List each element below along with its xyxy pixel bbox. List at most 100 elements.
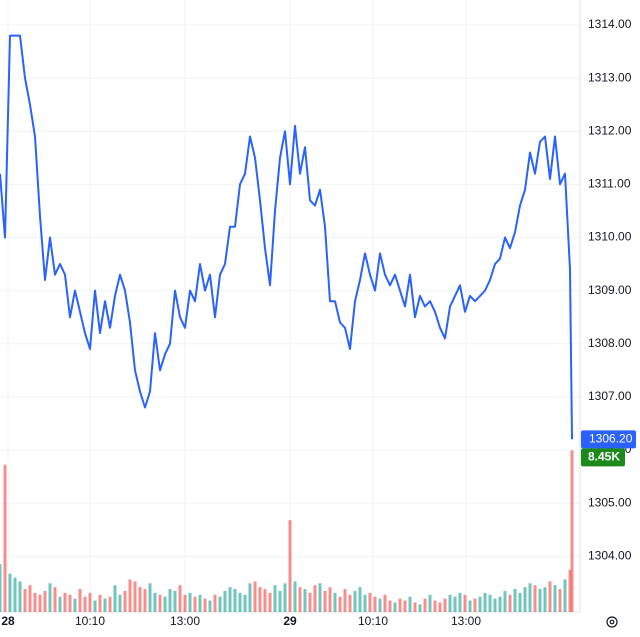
volume-bar	[398, 598, 402, 612]
volume-bar	[58, 596, 62, 612]
volume-bar	[570, 450, 574, 612]
volume-bar	[13, 577, 17, 612]
volume-bar	[128, 579, 132, 612]
volume-bar	[418, 604, 422, 612]
price-line	[0, 34, 573, 440]
y-tick-label: 1312.00	[588, 123, 632, 137]
last-volume-badge	[581, 448, 625, 467]
last-volume-label: 8.45K	[588, 450, 620, 464]
y-tick-label: 1304.00	[588, 548, 632, 562]
volume-bar	[438, 602, 442, 612]
volume-bar	[448, 594, 452, 612]
volume-bar	[73, 598, 77, 612]
volume-bar	[158, 594, 162, 612]
volume-bar	[478, 596, 482, 612]
volume-bar	[278, 590, 282, 612]
y-tick-label: 1307.00	[588, 389, 632, 403]
volume-bar	[463, 594, 467, 612]
volume-bar	[483, 592, 487, 612]
x-tick-label: 28	[1, 614, 15, 628]
volume-bar	[558, 589, 562, 612]
volume-bar	[228, 587, 232, 612]
volume-bar	[308, 592, 312, 612]
volume-bar	[318, 583, 322, 612]
volume-bar	[248, 583, 252, 612]
volume-bar	[273, 585, 277, 612]
y-tick-label: 1313.00	[588, 70, 632, 84]
volume-bar	[488, 594, 492, 612]
volume-bar	[313, 585, 317, 612]
volume-bar	[538, 589, 542, 612]
volume-bar	[513, 589, 517, 612]
volume-bar	[473, 598, 477, 612]
volume-bar	[298, 587, 302, 612]
volume-bars	[0, 450, 574, 612]
volume-bar	[288, 520, 292, 612]
volume-bar	[468, 600, 472, 612]
volume-bar	[333, 592, 337, 612]
volume-bar	[98, 594, 102, 612]
volume-bar	[198, 594, 202, 612]
volume-bar	[153, 592, 157, 612]
volume-bar	[108, 596, 112, 612]
volume-bar	[163, 596, 167, 612]
volume-bar	[413, 602, 417, 612]
x-tick-label: 13:00	[170, 614, 200, 628]
x-tick-label: 13:00	[451, 614, 481, 628]
volume-bar	[353, 590, 357, 612]
volume-bar	[403, 600, 407, 612]
volume-bar	[428, 594, 432, 612]
volume-bar	[63, 592, 67, 612]
volume-bar	[553, 585, 557, 612]
volume-bar	[343, 589, 347, 612]
volume-bar	[208, 600, 212, 612]
volume-bar	[53, 587, 57, 612]
volume-bar	[493, 598, 497, 612]
volume-bar	[143, 589, 147, 612]
volume-bar	[348, 594, 352, 612]
volume-bar	[498, 596, 502, 612]
x-tick-label: 29	[283, 614, 297, 628]
volume-bar	[453, 596, 457, 612]
volume-bar	[0, 564, 2, 612]
volume-bar	[173, 590, 177, 612]
volume-bar	[18, 581, 22, 612]
volume-bar	[88, 592, 92, 612]
volume-bar	[328, 587, 332, 612]
volume-bar	[523, 587, 527, 612]
y-tick-label: 1310.00	[588, 230, 632, 244]
settings-icon[interactable]	[606, 616, 618, 628]
volume-bar	[93, 600, 97, 612]
last-price-label: 1306.20	[589, 432, 633, 446]
volume-bar	[28, 585, 32, 612]
volume-bar	[148, 583, 152, 612]
volume-bar	[533, 585, 537, 612]
volume-bar	[258, 587, 262, 612]
volume-bar	[423, 598, 427, 612]
volume-bar	[373, 596, 377, 612]
volume-bar	[368, 592, 372, 612]
volume-bar	[223, 590, 227, 612]
volume-bar	[408, 596, 412, 612]
volume-bar	[363, 594, 367, 612]
volume-bar	[303, 589, 307, 612]
y-tick-label: 1308.00	[588, 336, 632, 350]
volume-bar	[518, 592, 522, 612]
volume-bar	[168, 589, 172, 612]
volume-bar	[358, 587, 362, 612]
volume-bar	[203, 598, 207, 612]
volume-bar	[508, 594, 512, 612]
volume-bar	[33, 592, 37, 612]
volume-bar	[138, 587, 142, 612]
volume-bar	[243, 594, 247, 612]
y-tick-label: 1305.00	[588, 495, 632, 509]
volume-bar	[433, 600, 437, 612]
volume-bar	[218, 596, 222, 612]
volume-bar	[528, 583, 532, 612]
volume-bar	[393, 602, 397, 612]
volume-bar	[338, 596, 342, 612]
volume-bar	[48, 583, 52, 612]
volume-bar	[83, 596, 87, 612]
volume-bar	[188, 592, 192, 612]
